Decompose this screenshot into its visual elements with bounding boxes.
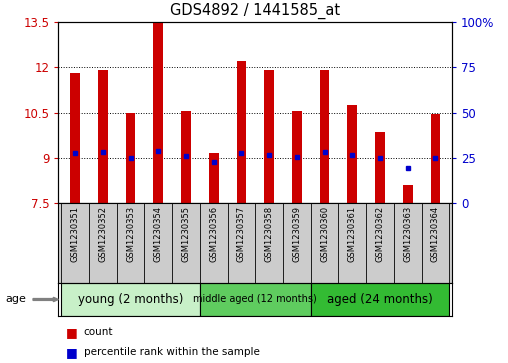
Bar [181, 111, 191, 203]
Bar [292, 111, 302, 203]
Text: young (2 months): young (2 months) [78, 293, 183, 306]
Text: percentile rank within the sample: percentile rank within the sample [84, 347, 260, 357]
Bar [375, 132, 385, 203]
Bar [347, 105, 357, 203]
Text: aged (24 months): aged (24 months) [327, 293, 433, 306]
Text: GSM1230354: GSM1230354 [154, 206, 163, 262]
Text: GSM1230355: GSM1230355 [181, 206, 190, 262]
Bar [61, 283, 200, 316]
Text: GSM1230360: GSM1230360 [320, 206, 329, 262]
Text: GSM1230352: GSM1230352 [98, 206, 107, 262]
Bar [311, 283, 450, 316]
Bar [125, 113, 135, 203]
Bar [431, 114, 440, 203]
Bar [98, 70, 108, 203]
Text: GSM1230361: GSM1230361 [348, 206, 357, 262]
Bar [264, 70, 274, 203]
Text: GSM1230362: GSM1230362 [375, 206, 385, 262]
Bar [153, 22, 163, 203]
Bar [320, 70, 329, 203]
Text: GSM1230351: GSM1230351 [71, 206, 80, 262]
Bar [70, 73, 80, 203]
Text: ■: ■ [66, 346, 78, 359]
Text: age: age [5, 294, 26, 305]
Text: count: count [84, 327, 113, 337]
Text: GSM1230353: GSM1230353 [126, 206, 135, 262]
Text: GSM1230364: GSM1230364 [431, 206, 440, 262]
Bar [209, 154, 218, 203]
Title: GDS4892 / 1441585_at: GDS4892 / 1441585_at [170, 3, 340, 19]
Bar [200, 283, 311, 316]
Text: GSM1230363: GSM1230363 [403, 206, 412, 262]
Text: GSM1230358: GSM1230358 [265, 206, 274, 262]
Bar [403, 185, 412, 203]
Text: GSM1230359: GSM1230359 [293, 206, 301, 262]
Text: GSM1230357: GSM1230357 [237, 206, 246, 262]
Bar [237, 61, 246, 203]
Text: middle aged (12 months): middle aged (12 months) [194, 294, 317, 305]
Text: GSM1230356: GSM1230356 [209, 206, 218, 262]
Text: ■: ■ [66, 326, 78, 339]
